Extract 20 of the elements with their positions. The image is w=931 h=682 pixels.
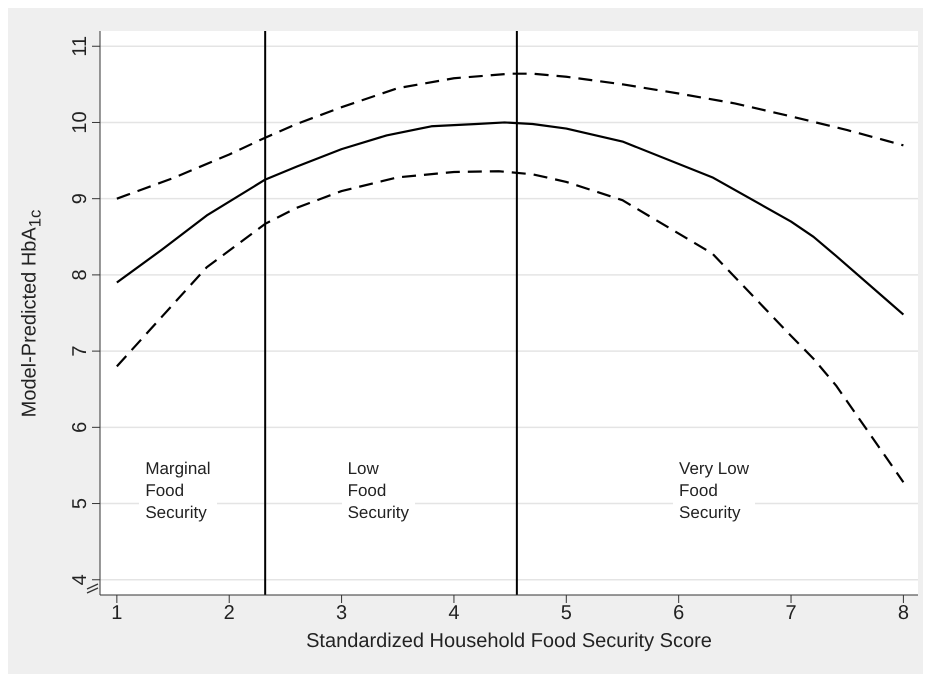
x-tick-label: 7 [785,602,797,624]
x-tick-label: 2 [224,602,235,624]
x-tick-label: 5 [560,602,572,624]
y-tick-label: 7 [69,346,91,357]
y-tick-label: 10 [69,111,91,134]
annotation: Marginal Food Security [139,458,217,524]
annotation: Very Low Food Security [673,458,755,524]
x-tick-label: 3 [336,602,348,624]
y-tick-label: 8 [69,269,91,280]
y-tick-label: 5 [69,498,91,510]
x-tick-label: 1 [111,602,122,624]
y-tick-label: 6 [69,422,91,433]
y-tick-label: 4 [69,574,91,586]
x-tick-label: 8 [898,602,909,624]
annotation: Low Food Security [342,458,415,524]
x-tick-label: 6 [673,602,684,624]
y-tick-label: 11 [69,36,91,57]
x-axis-title: Standardized Household Food Security Score [306,630,712,652]
y-tick-label: 9 [69,193,91,204]
x-tick-label: 4 [448,602,460,624]
